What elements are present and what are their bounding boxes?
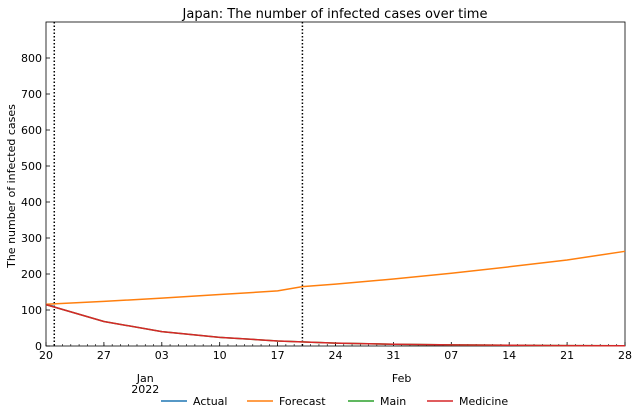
series-line-forecast [45,250,626,305]
y-tick-label: 100 [21,304,42,317]
y-tick-label: 600 [21,124,42,137]
x-tick-label: 14 [502,349,516,362]
y-tick-label: 700 [21,88,42,101]
y-tick-label: 200 [21,268,42,281]
y-tick-label: 400 [21,196,42,209]
legend-label: Main [380,395,406,408]
y-axis-label: The number of infected cases [5,104,18,269]
series-line-medicine [45,303,626,347]
y-tick-label: 300 [21,232,42,245]
y-tick-label: 800 [21,52,42,65]
plot-frame [45,21,626,347]
x-tick-label: 27 [97,349,111,362]
x-tick-label: 07 [444,349,458,362]
x-month-label: Jan [136,372,154,385]
x-year-label: 2022 [131,383,159,396]
x-tick-label: 21 [560,349,574,362]
x-tick-label: 10 [213,349,227,362]
series-line-main [45,303,626,347]
legend-label: Forecast [279,395,326,408]
x-tick-label: 31 [386,349,400,362]
x-month-label: Feb [392,372,411,385]
x-tick-label: 03 [155,349,169,362]
x-tick-label: 20 [39,349,53,362]
y-tick-label: 500 [21,160,42,173]
legend-label: Medicine [459,395,508,408]
plot-area: 0 100 200 300 400 500 600 700 800 20 27 03 10 17 24 31 0… [21,21,632,396]
x-tick-label: 28 [618,349,632,362]
legend-label: Actual [193,395,227,408]
x-tick-label: 17 [271,349,285,362]
x-tick-label: 24 [329,349,343,362]
chart-title: Japan: The number of infected cases over… [182,7,488,22]
y-tick-label: 0 [35,340,42,353]
legend: Actual Forecast Main Medicine [161,395,508,408]
